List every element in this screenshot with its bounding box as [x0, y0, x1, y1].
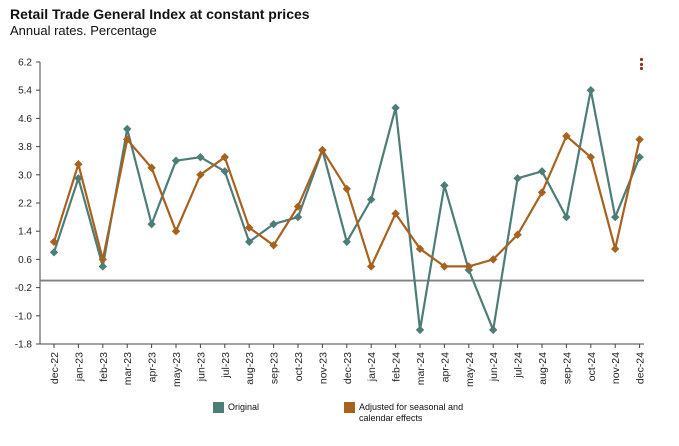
data-point-s0-mar-23: [123, 124, 132, 134]
x-tick-label-oct-24: oct-24: [586, 352, 598, 381]
data-point-s1-jul-24: [513, 230, 522, 239]
y-tick-label-6: 1.4: [18, 227, 32, 238]
x-tick-label-apr-24: apr-24: [439, 352, 451, 383]
data-point-s1-aug-24: [537, 188, 547, 197]
chart-menu-button[interactable]: [638, 58, 644, 72]
data-point-s0-apr-24: [440, 181, 449, 190]
x-tick-label-sep-23: sep-23: [269, 352, 281, 384]
legend-label-original: Original: [228, 402, 260, 412]
data-point-s1-mar-23: [123, 135, 132, 144]
x-tick-label-mar-23: mar-23: [122, 352, 134, 385]
y-tick-label-1: 5.4: [18, 86, 32, 97]
data-point-s0-dec-22: [49, 248, 59, 257]
data-point-s0-nov-24: [611, 212, 620, 222]
data-point-s0-dec-24: [635, 152, 644, 162]
data-point-s1-aug-23: [245, 223, 254, 232]
data-point-s1-jan-24: [367, 262, 376, 271]
data-point-s0-dec-23: [342, 237, 351, 246]
x-tick-label-feb-24: feb-24: [391, 352, 403, 382]
data-point-s1-jun-23: [196, 170, 205, 179]
data-point-s1-jul-23: [220, 152, 229, 162]
data-point-s1-may-23: [171, 227, 181, 236]
x-tick-label-jul-23: jul-23: [220, 352, 232, 379]
data-point-s0-aug-23: [245, 237, 254, 246]
data-point-s1-jan-23: [74, 160, 83, 169]
y-tick-label-5: 2.2: [18, 199, 32, 210]
data-point-s1-sep-24: [562, 131, 571, 141]
data-point-s0-apr-23: [147, 219, 156, 229]
legend-swatch-original: [213, 402, 224, 413]
data-point-s0-jul-23: [220, 167, 229, 176]
x-tick-label-nov-23: nov-23: [317, 352, 329, 384]
data-point-s1-feb-24: [391, 209, 400, 218]
legend-swatch-adjusted: [344, 402, 355, 413]
data-point-s0-oct-23: [293, 212, 303, 222]
data-point-s0-may-23: [171, 156, 181, 165]
chart-title: Retail Trade General Index at constant p…: [10, 6, 310, 22]
x-tick-label-may-24: may-24: [464, 352, 476, 387]
data-point-s0-jun-24: [489, 325, 498, 335]
data-point-s0-jul-24: [513, 174, 522, 183]
legend-item-adjusted[interactable]: Adjusted for seasonal and calendar effec…: [344, 402, 463, 424]
x-tick-label-nov-24: nov-24: [610, 352, 622, 384]
y-tick-label-8: -0.2: [15, 283, 33, 294]
x-tick-label-mar-24: mar-24: [415, 352, 427, 385]
data-point-s1-dec-24: [635, 135, 644, 144]
data-point-s0-jan-24: [367, 195, 376, 204]
data-point-s1-oct-24: [586, 152, 595, 162]
y-tick-label-2: 4.6: [18, 114, 32, 125]
data-point-s0-jun-23: [196, 152, 205, 162]
x-tick-label-dec-23: dec-23: [342, 352, 354, 384]
legend-label-adjusted-line2: calendar effects: [359, 413, 423, 423]
y-tick-label-0: 6.2: [18, 58, 32, 69]
data-point-s1-apr-24: [440, 262, 449, 271]
data-point-s1-nov-23: [318, 145, 327, 155]
data-point-s1-mar-24: [415, 244, 425, 254]
x-tick-label-oct-23: oct-23: [293, 352, 305, 381]
x-tick-label-dec-22: dec-22: [49, 352, 61, 384]
y-tick-label-4: 3.0: [18, 170, 32, 181]
chart-subtitle: Annual rates. Percentage: [10, 23, 157, 38]
data-point-s1-oct-23: [293, 202, 303, 211]
data-point-s0-sep-24: [562, 212, 571, 222]
vertical-dots-icon: [639, 58, 643, 61]
series-line-0: [52, 89, 641, 331]
x-tick-label-jul-24: jul-24: [513, 352, 525, 379]
x-tick-label-jan-24: jan-24: [366, 352, 378, 382]
x-tick-label-may-23: may-23: [171, 352, 183, 387]
x-tick-label-jan-23: jan-23: [73, 352, 85, 382]
x-tick-label-jun-24: jun-24: [488, 352, 500, 382]
series-line-1: [52, 134, 641, 268]
data-point-s0-oct-24: [586, 86, 595, 95]
data-point-s1-dec-23: [342, 184, 351, 194]
x-tick-label-feb-23: feb-23: [98, 352, 110, 382]
x-tick-label-aug-24: aug-24: [537, 352, 549, 385]
data-point-s0-feb-23: [98, 262, 107, 271]
x-tick-label-aug-23: aug-23: [244, 352, 256, 385]
data-point-s1-jun-24: [489, 255, 498, 264]
y-tick-label-9: -1.0: [15, 311, 33, 322]
data-point-s1-nov-24: [611, 244, 620, 254]
data-point-s0-sep-23: [269, 219, 278, 229]
y-tick-label-10: -1.8: [15, 340, 33, 351]
data-point-s1-feb-23: [98, 255, 107, 264]
data-point-s1-may-24: [464, 262, 473, 271]
x-tick-label-sep-24: sep-24: [561, 352, 573, 384]
y-tick-label-7: 0.6: [18, 255, 32, 266]
data-point-s0-feb-24: [391, 103, 400, 113]
data-point-s0-aug-24: [537, 167, 547, 176]
data-point-s0-mar-24: [415, 325, 425, 335]
data-point-s1-sep-23: [269, 241, 278, 250]
x-tick-label-apr-23: apr-23: [147, 352, 159, 383]
legend-label-adjusted-line1: Adjusted for seasonal and: [359, 402, 464, 412]
x-tick-label-dec-24: dec-24: [635, 352, 647, 384]
data-point-s1-apr-23: [147, 163, 156, 172]
x-tick-label-jun-23: jun-23: [195, 352, 207, 382]
legend-item-original[interactable]: Original: [213, 402, 259, 413]
y-tick-label-3: 3.8: [18, 142, 32, 153]
data-point-s1-dec-22: [49, 237, 59, 246]
